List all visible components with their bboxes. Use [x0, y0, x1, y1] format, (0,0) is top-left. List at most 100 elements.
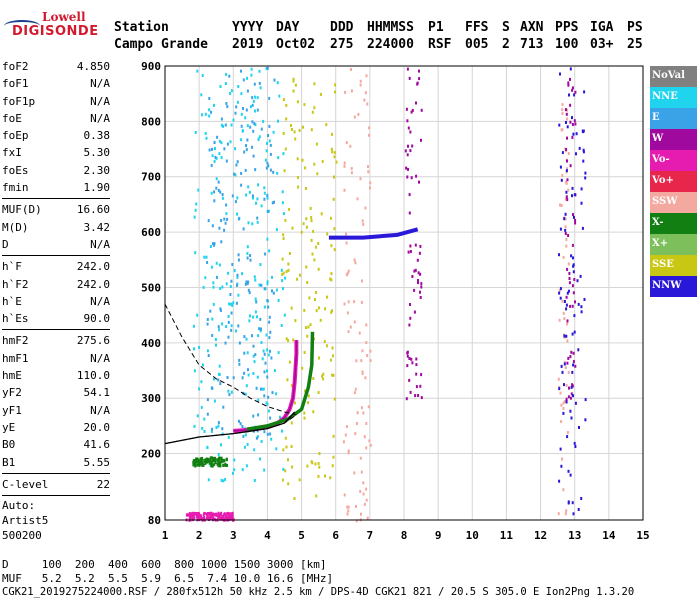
echo-point-sse: [292, 77, 295, 81]
echo-point-nne: [252, 315, 255, 319]
echo-point-sse: [282, 233, 285, 237]
echo-point-sse: [302, 222, 305, 226]
header-value-ps: 25: [627, 37, 643, 52]
echo-point-sse: [310, 238, 313, 242]
echo-point-nnw: [565, 303, 568, 307]
echo-point-x-: [194, 464, 197, 468]
echo-point-e: [209, 309, 212, 313]
echo-point-sse: [321, 374, 324, 378]
echo-point-x-: [218, 457, 221, 461]
echo-point-ssw: [357, 112, 360, 116]
echo-point-e: [213, 190, 216, 194]
echo-point-w: [408, 378, 411, 382]
electron-density-profile: [164, 411, 296, 445]
echo-point-sse: [307, 401, 310, 405]
echo-point-ssw: [342, 440, 345, 444]
echo-point-sse: [288, 207, 291, 211]
echo-point-sse: [290, 445, 293, 448]
echo-point-nne: [207, 478, 210, 482]
echo-point-w: [565, 195, 568, 199]
echo-point-nnw: [582, 150, 585, 154]
echo-point-ssw: [360, 359, 363, 363]
echo-point-sse: [330, 310, 333, 314]
echo-point-sse: [314, 298, 316, 301]
echo-point-nne: [267, 209, 270, 213]
echo-point-ssw: [365, 323, 368, 327]
echo-point-sse: [296, 176, 299, 179]
echo-point-nne: [237, 85, 240, 88]
echo-point-nnw: [565, 400, 568, 404]
echo-point-w: [407, 167, 409, 171]
echo-point-e: [249, 125, 252, 129]
echo-point-vo-: [196, 512, 199, 515]
echo-point-e: [224, 341, 227, 345]
header-value-s: 2: [502, 37, 510, 52]
echo-point-nne: [251, 222, 254, 226]
param-value: 0.38: [83, 129, 111, 143]
echo-point-nne: [257, 398, 260, 402]
echo-point-vo-: [221, 516, 224, 520]
param-name: hmF1: [2, 351, 29, 365]
echo-point-e: [253, 82, 256, 86]
param-name: fxI: [2, 146, 22, 160]
echo-point-sse: [333, 175, 335, 179]
echo-point-w: [567, 83, 570, 87]
echo-point-nnw: [563, 334, 566, 338]
echo-point-nne: [230, 89, 233, 93]
echo-point-sse: [303, 308, 306, 312]
echo-point-w: [570, 392, 573, 396]
echo-point-w: [409, 250, 412, 253]
echo-point-nne: [247, 373, 250, 377]
echo-point-w: [414, 394, 417, 398]
echo-point-e: [257, 413, 260, 417]
echo-point-nnw: [562, 411, 565, 415]
echo-point-e: [243, 335, 246, 339]
echo-point-e: [238, 419, 240, 423]
echo-point-nne: [204, 131, 207, 135]
echo-point-nne: [218, 152, 221, 156]
param-value: 1.90: [83, 181, 111, 195]
param-value: 242.0: [76, 260, 110, 274]
echo-point-ssw: [350, 68, 352, 71]
echo-point-nne: [246, 251, 249, 255]
param-row: hmF2 275.6: [2, 332, 110, 349]
echo-point-x-: [198, 463, 201, 467]
echo-point-nne: [221, 322, 224, 326]
echo-point-sse: [282, 98, 285, 102]
echo-point-sse: [331, 346, 334, 350]
echo-point-e: [244, 282, 247, 286]
echo-point-x-: [201, 456, 204, 460]
param-row: h`F 242.0: [2, 258, 110, 275]
echo-point-nne: [225, 282, 228, 286]
echo-point-vo-: [200, 517, 203, 521]
header-label-day: DAY: [276, 20, 300, 35]
echo-point-vo-: [219, 513, 222, 517]
echo-point-ssw: [561, 108, 564, 112]
echo-point-nne: [257, 183, 259, 187]
echo-point-sse: [312, 377, 315, 380]
echo-point-sse: [299, 273, 301, 277]
echo-point-e: [255, 386, 258, 390]
echo-point-vo-: [207, 512, 210, 516]
echo-point-nnw: [558, 291, 561, 295]
echo-point-x-: [192, 460, 195, 464]
echo-point-ssw: [361, 370, 364, 374]
echo-point-e: [242, 107, 244, 110]
echo-point-nne: [219, 85, 222, 88]
echo-point-sse: [317, 242, 320, 245]
legend-item-noval: NoVal: [650, 66, 697, 87]
echo-point-ssw: [349, 144, 352, 148]
echo-point-e: [223, 217, 226, 221]
param-row: hmE 110.0: [2, 367, 110, 384]
x-tick-label: 3: [230, 529, 237, 542]
echo-point-nne: [252, 196, 254, 200]
echo-point-e: [230, 311, 233, 315]
echo-point-e: [267, 134, 270, 137]
echo-point-nne: [252, 99, 255, 103]
echo-point-nne: [252, 354, 255, 358]
echo-point-w: [566, 198, 569, 202]
echo-point-sse: [334, 90, 336, 94]
echo-point-w: [420, 396, 423, 400]
echo-point-nne: [243, 445, 246, 449]
echo-point-nnw: [559, 296, 562, 300]
